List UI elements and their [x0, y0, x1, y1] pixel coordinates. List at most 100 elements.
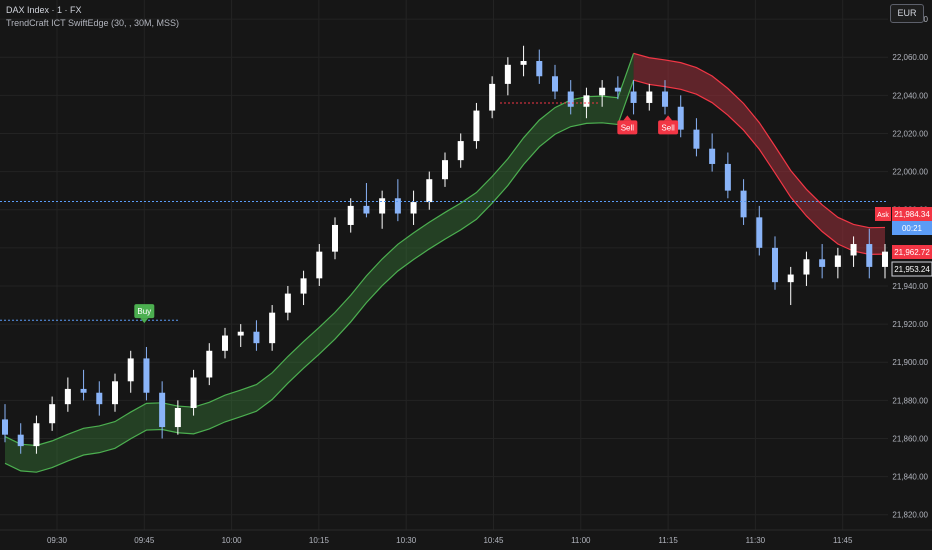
candle-body	[2, 419, 8, 435]
candle-body	[253, 331, 260, 344]
y-tick-label: 21,880.00	[892, 396, 928, 405]
y-tick-label: 21,900.00	[892, 358, 928, 367]
candle-body	[190, 377, 197, 408]
price-label-value: 21,962.72	[894, 248, 930, 257]
y-tick-label: 21,920.00	[892, 320, 928, 329]
candle-body	[127, 358, 134, 382]
candle-body	[646, 91, 653, 103]
bearish-band-lower-line	[633, 79, 886, 255]
x-tick-label: 11:15	[658, 536, 678, 545]
price-label: 21,962.72	[892, 245, 932, 259]
signal-pointer	[664, 115, 673, 121]
candle-body	[112, 381, 118, 405]
candle-body	[709, 148, 716, 164]
candle-body	[426, 179, 433, 203]
indicator-title: TrendCraft ICT SwiftEdge (30, , 30M, MSS…	[6, 18, 180, 28]
candle-body	[536, 61, 543, 77]
candle-body	[347, 205, 354, 225]
candle-body	[756, 217, 763, 248]
y-tick-label: 22,020.00	[892, 129, 928, 138]
price-label-box	[891, 261, 932, 277]
x-tick-label: 11:00	[571, 536, 591, 545]
instrument-title: DAX Index · 1 · FX	[6, 5, 82, 15]
signal-pointer	[140, 318, 149, 324]
x-tick-label: 11:30	[746, 536, 766, 545]
candle-body	[222, 335, 228, 351]
signal-box	[617, 120, 638, 135]
candle-body	[49, 404, 56, 424]
candle-body	[300, 278, 307, 294]
candle-body	[693, 129, 700, 149]
y-tick-label: 21,840.00	[892, 473, 928, 482]
signal-label: Buy	[137, 307, 151, 316]
sell-signal: Sell	[658, 115, 679, 135]
candle-body	[599, 87, 606, 96]
signal-pointer	[623, 115, 632, 121]
candle-body	[850, 244, 857, 256]
price-label-value: 21,953.24	[894, 265, 930, 274]
bullish-band-lower-line	[4, 79, 635, 473]
candle-body	[724, 163, 731, 191]
price-label-prefix-box	[875, 207, 891, 221]
candle-body	[64, 388, 71, 405]
price-label-box	[892, 221, 932, 235]
signal-box	[134, 304, 155, 319]
y-tick-label: 22,060.00	[892, 53, 928, 62]
candle-body	[552, 76, 558, 92]
x-tick-label: 10:45	[483, 536, 504, 545]
signal-label: Sell	[621, 123, 635, 132]
y-tick-label: 22,040.00	[892, 91, 928, 100]
candle-body	[17, 434, 24, 447]
signal-box	[658, 120, 679, 135]
y-tick-label: 21,940.00	[892, 282, 928, 291]
candle-body	[316, 251, 323, 279]
candle-body	[473, 110, 480, 142]
candle-body	[379, 198, 386, 214]
candle-body	[866, 244, 873, 267]
bearish-band-upper-line	[633, 52, 886, 229]
candle-body	[269, 312, 276, 344]
candle-body	[96, 392, 103, 405]
candle-body	[504, 64, 511, 84]
price-label-box	[892, 245, 932, 259]
bearish-band	[633, 53, 885, 255]
price-label-prefix: Ask	[877, 212, 889, 219]
x-tick-label: 09:30	[47, 536, 68, 545]
signal-label: Sell	[661, 123, 675, 132]
candle-body	[284, 293, 291, 313]
candle-body	[410, 202, 417, 214]
price-label-box	[892, 207, 932, 221]
candle-body	[662, 91, 668, 107]
candle-body	[457, 141, 464, 161]
buy-signal: Buy	[134, 304, 155, 324]
candle-body	[143, 358, 150, 393]
x-tick-label: 09:45	[134, 536, 155, 545]
candle-body	[787, 274, 794, 283]
currency-button[interactable]: EUR	[890, 4, 924, 23]
x-tick-label: 11:45	[833, 536, 853, 545]
price-label-value: 21,984.34	[894, 210, 930, 219]
candle-body	[237, 331, 244, 336]
bullish-band-upper-line	[4, 53, 635, 447]
candle-body	[772, 247, 778, 283]
candle-body	[882, 251, 888, 267]
candle-body	[394, 198, 401, 214]
candle-body	[174, 407, 181, 428]
candle-body	[630, 91, 637, 103]
candle-body	[740, 190, 747, 218]
candle-body	[363, 205, 370, 214]
candle-body	[567, 91, 574, 107]
candle-body	[834, 255, 841, 267]
x-tick-label: 10:15	[309, 536, 330, 545]
candle-body	[803, 259, 810, 275]
price-label-value: 00:21	[902, 224, 923, 233]
candle-body	[489, 83, 496, 111]
time-axis-background	[0, 530, 932, 550]
candle-body	[520, 61, 527, 65]
candle-body	[206, 350, 213, 378]
x-tick-label: 10:30	[396, 536, 417, 545]
sell-signal: Sell	[617, 115, 638, 135]
candle-body	[442, 160, 448, 180]
price-label: 00:21	[892, 221, 932, 235]
